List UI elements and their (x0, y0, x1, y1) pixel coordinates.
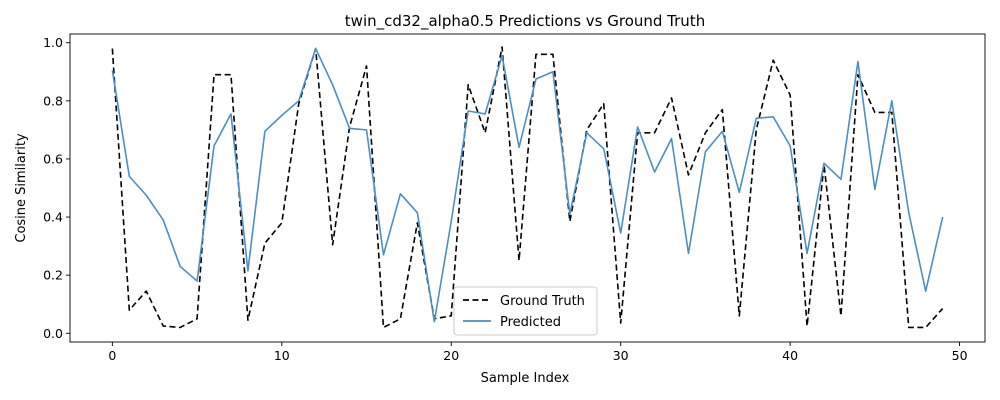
legend: Ground Truth Predicted (453, 286, 598, 336)
x-tick-label: 30 (613, 348, 629, 363)
x-axis-label: Sample Index (481, 371, 570, 386)
chart-title: twin_cd32_alpha0.5 Predictions vs Ground… (345, 12, 705, 31)
x-tick-label: 40 (782, 348, 798, 363)
y-tick-label: 0.8 (43, 93, 63, 108)
y-axis-ticks: 0.0 0.2 0.4 0.6 0.8 1.0 (43, 35, 70, 341)
x-axis-ticks: 0 10 20 30 40 50 (108, 342, 968, 363)
legend-label-predicted: Predicted (500, 315, 561, 330)
y-tick-label: 0.2 (43, 268, 63, 283)
series-layer (111, 46, 944, 329)
legend-box (453, 286, 598, 336)
legend-label-ground-truth: Ground Truth (500, 294, 585, 309)
y-tick-label: 1.0 (43, 35, 63, 50)
y-tick-label: 0.0 (43, 326, 63, 341)
y-axis-label: Cosine Similarity (14, 133, 29, 243)
x-tick-label: 10 (274, 348, 290, 363)
x-tick-label: 0 (108, 348, 116, 363)
series-line-predicted (111, 47, 944, 323)
y-tick-label: 0.4 (43, 210, 63, 225)
y-tick-label: 0.6 (43, 151, 63, 166)
x-tick-label: 20 (443, 348, 459, 363)
series-line-ground-truth (111, 46, 944, 329)
x-tick-label: 50 (952, 348, 968, 363)
plot-frame (69, 33, 986, 343)
